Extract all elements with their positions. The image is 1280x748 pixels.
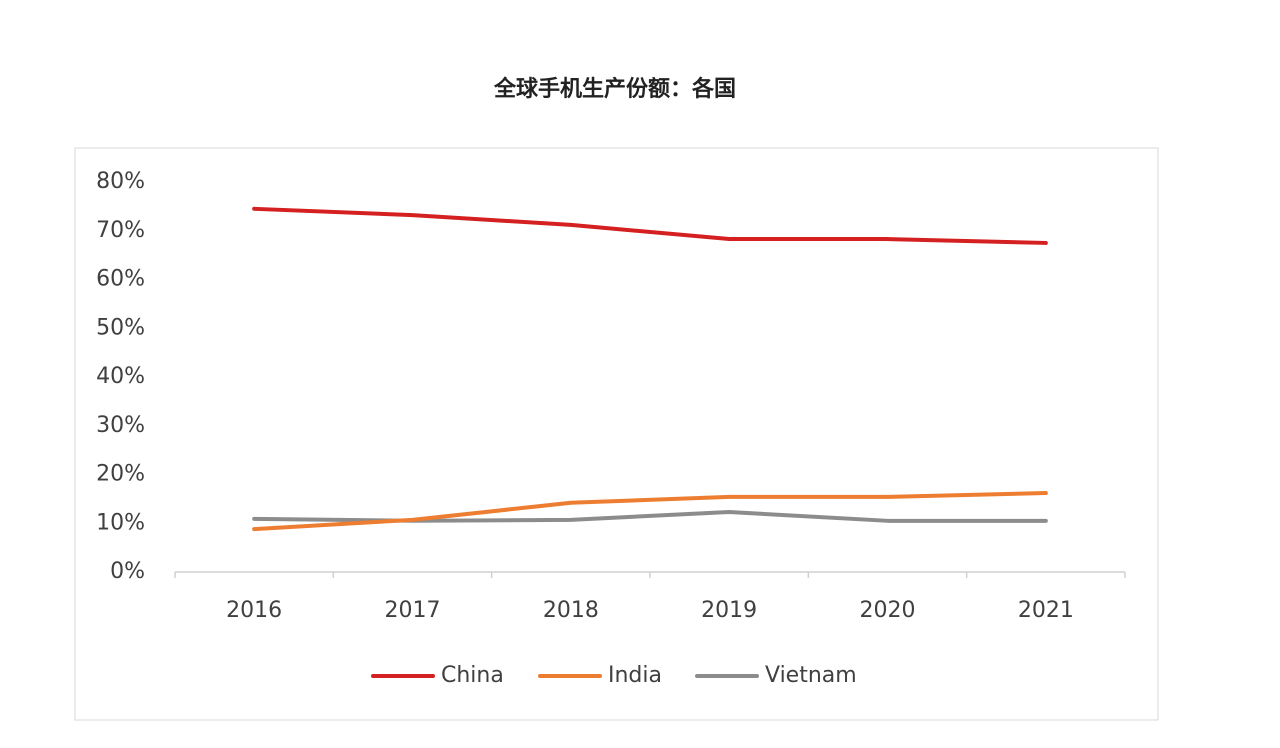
x-tick-label: 2021	[1018, 598, 1074, 623]
legend-label: Vietnam	[765, 663, 857, 688]
y-tick-label: 60%	[96, 267, 145, 292]
y-tick-label: 50%	[96, 315, 145, 340]
y-tick-label: 10%	[96, 510, 145, 535]
chart-frame	[74, 147, 1159, 721]
y-tick-label: 40%	[96, 364, 145, 389]
y-tick-label: 70%	[96, 218, 145, 243]
legend-label: China	[441, 663, 504, 688]
chart-title: 全球手机生产份额：各国	[493, 76, 736, 102]
y-tick-label: 0%	[110, 559, 145, 584]
x-tick-label: 2020	[860, 598, 916, 623]
x-tick-label: 2017	[385, 598, 441, 623]
series-line	[252, 206, 1048, 245]
legend-label: India	[608, 663, 662, 688]
y-tick-label: 30%	[96, 413, 145, 438]
x-tick-label: 2019	[701, 598, 757, 623]
series-line	[252, 491, 1048, 532]
x-tick-label: 2018	[543, 598, 599, 623]
x-tick-label: 2016	[226, 598, 282, 623]
y-tick-label: 80%	[96, 169, 145, 194]
y-tick-label: 20%	[96, 462, 145, 487]
